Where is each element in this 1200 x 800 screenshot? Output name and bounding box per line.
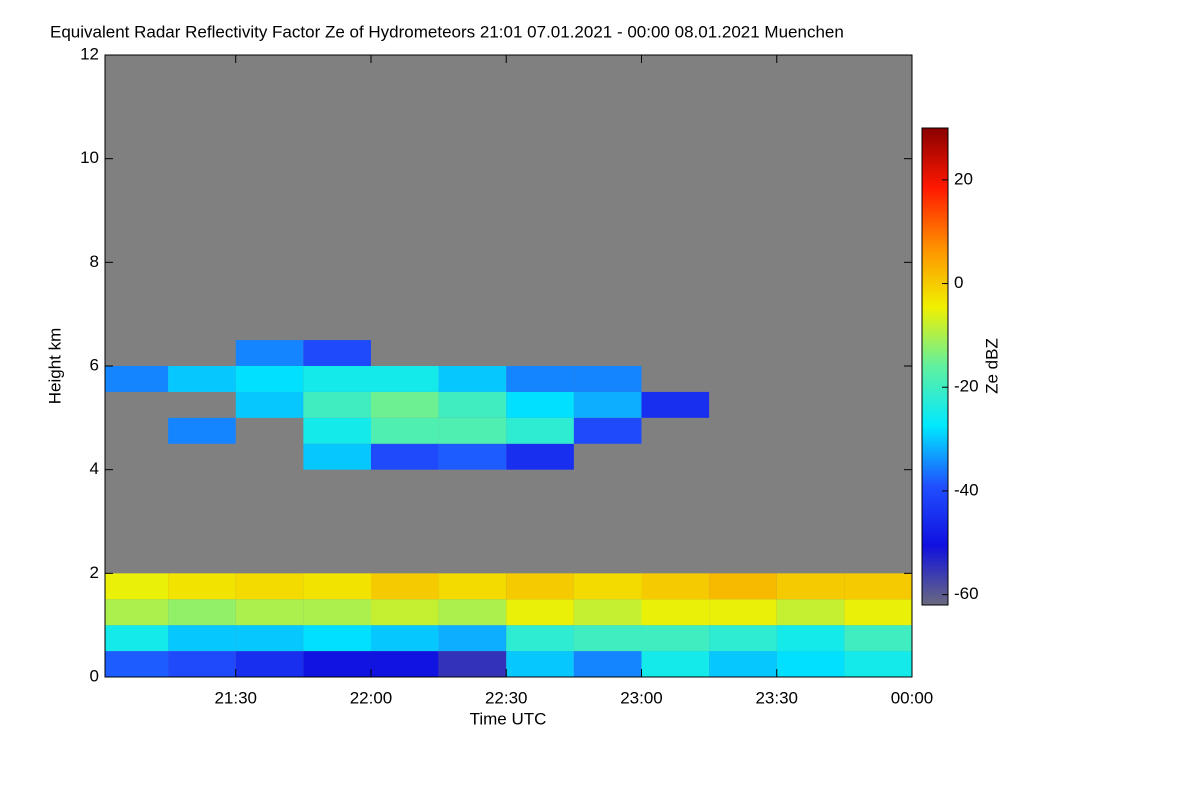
heatmap-cell	[235, 573, 304, 600]
heatmap-cell	[641, 625, 710, 652]
heatmap-cell	[303, 417, 371, 444]
heatmap-cell	[438, 366, 507, 392]
heatmap-cell	[303, 573, 371, 600]
heatmap-cell	[303, 366, 371, 392]
heatmap-cell	[573, 366, 642, 392]
heatmap-cell	[438, 625, 507, 652]
y-tick-label: 4	[90, 459, 99, 478]
heatmap-cell	[844, 573, 912, 600]
y-tick-label: 6	[90, 355, 99, 374]
heatmap-cell	[370, 599, 439, 626]
heatmap-cell	[506, 417, 574, 444]
heatmap-cell	[844, 625, 912, 652]
heatmap-cell	[370, 417, 439, 444]
colorbar	[921, 127, 949, 606]
heatmap-cell	[641, 391, 710, 418]
heatmap-cell	[168, 599, 236, 626]
heatmap-cell	[641, 599, 710, 626]
colorbar-label: Ze dBZ	[982, 338, 1001, 394]
heatmap-cell	[506, 391, 574, 418]
heatmap-cell	[235, 625, 304, 652]
heatmap-cell	[303, 599, 371, 626]
heatmap-cell	[370, 625, 439, 652]
heatmap-cell	[641, 651, 710, 677]
heatmap-cell	[168, 366, 236, 392]
y-tick-label: 12	[80, 44, 99, 63]
heatmap-cell	[776, 599, 845, 626]
x-tick-label: 22:00	[350, 688, 393, 707]
heatmap-cell	[168, 573, 236, 600]
heatmap-cell	[573, 417, 642, 444]
heatmap-cell	[370, 443, 439, 470]
heatmap-cell	[506, 573, 574, 600]
heatmap-cell	[370, 391, 439, 418]
y-tick-label: 0	[90, 666, 99, 685]
heatmap-cell	[303, 625, 371, 652]
y-tick-label: 2	[90, 563, 99, 582]
heatmap-cell	[641, 573, 710, 600]
x-tick-label: 23:30	[755, 688, 798, 707]
heatmap-cell	[235, 651, 304, 677]
heatmap-cell	[105, 651, 169, 677]
heatmap-cell	[506, 366, 574, 392]
heatmap-cell	[844, 599, 912, 626]
heatmap-cell	[168, 651, 236, 677]
heatmap-cell	[235, 366, 304, 392]
heatmap-cell	[506, 443, 574, 470]
x-axis-label: Time UTC	[470, 709, 547, 728]
x-tick-label: 21:30	[214, 688, 257, 707]
heatmap-cell	[438, 573, 507, 600]
heatmap-cell	[438, 417, 507, 444]
heatmap-cell	[303, 651, 371, 677]
heatmap-cell	[105, 366, 169, 392]
heatmap-cell	[438, 651, 507, 677]
heatmap-cell	[573, 391, 642, 418]
heatmap-cell	[776, 625, 845, 652]
heatmap-cell	[506, 625, 574, 652]
x-tick-label: 00:00	[891, 688, 934, 707]
colorbar-tick-label: 0	[954, 273, 963, 292]
heatmap-cell	[506, 599, 574, 626]
heatmap-cell	[573, 651, 642, 677]
heatmap-cell	[303, 443, 371, 470]
heatmap-cell	[776, 651, 845, 677]
heatmap-cell	[573, 625, 642, 652]
heatmap-cell	[709, 625, 777, 652]
heatmap-cell	[709, 651, 777, 677]
heatmap-cell	[573, 573, 642, 600]
x-tick-label: 22:30	[485, 688, 528, 707]
heatmap-cell	[235, 340, 304, 366]
heatmap-cell	[438, 443, 507, 470]
heatmap-cell	[776, 573, 845, 600]
heatmap-cell	[168, 417, 236, 444]
chart-title: Equivalent Radar Reflectivity Factor Ze …	[50, 22, 844, 41]
heatmap-cell	[105, 599, 169, 626]
heatmap-cell	[438, 391, 507, 418]
heatmap-cell	[105, 625, 169, 652]
heatmap-cell	[438, 599, 507, 626]
heatmap-cell	[370, 366, 439, 392]
heatmap-cell	[105, 573, 169, 600]
y-tick-label: 10	[80, 148, 99, 167]
y-axis-label: Height km	[45, 328, 64, 405]
colorbar-tick-label: -60	[954, 584, 979, 603]
y-tick-label: 8	[90, 252, 99, 271]
heatmap-cell	[303, 391, 371, 418]
heatmap-cell	[506, 651, 574, 677]
heatmap-cell	[709, 573, 777, 600]
colorbar-tick-label: -40	[954, 480, 979, 499]
heatmap-cell	[844, 651, 912, 677]
colorbar-tick-label: -20	[954, 377, 979, 396]
x-tick-label: 23:00	[620, 688, 663, 707]
colorbar-tick-label: 20	[954, 169, 973, 188]
heatmap-cell	[235, 391, 304, 418]
heatmap-cell	[709, 599, 777, 626]
heatmap-cell	[370, 573, 439, 600]
heatmap-cell	[303, 340, 371, 366]
heatmap-cell	[370, 651, 439, 677]
heatmap-cell	[168, 625, 236, 652]
heatmap-cell	[573, 599, 642, 626]
heatmap-cell	[235, 599, 304, 626]
